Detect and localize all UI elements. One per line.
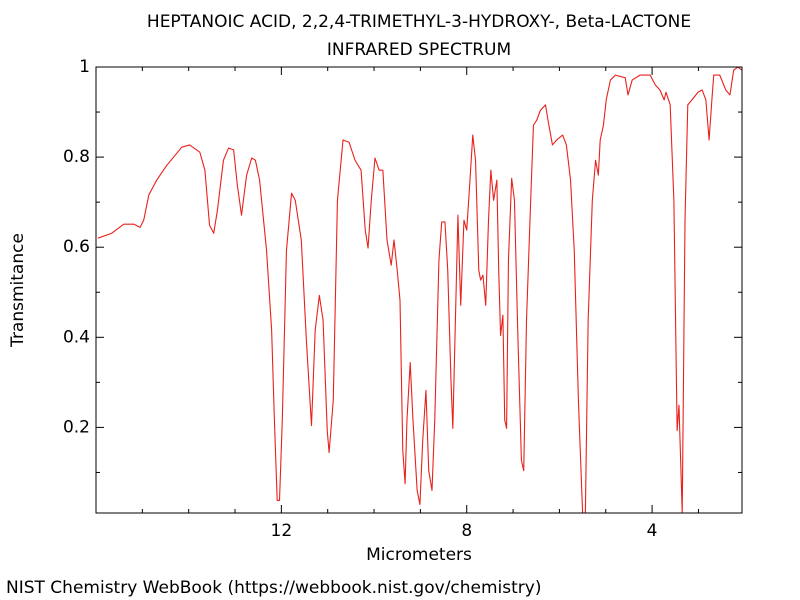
y-tick-label: 0.2 xyxy=(63,417,90,437)
y-axis-label: Transmitance xyxy=(8,233,28,348)
source-note: NIST Chemistry WebBook (https://webbook.… xyxy=(6,578,541,598)
spectrum-line xyxy=(97,67,742,513)
plot-frame xyxy=(95,66,743,514)
y-tick-label: 0.6 xyxy=(63,237,90,257)
x-tick-label: 4 xyxy=(647,521,658,541)
chart-subtitle: INFRARED SPECTRUM xyxy=(327,40,511,60)
y-tick-label: 0.4 xyxy=(63,327,90,347)
x-tick-label: 8 xyxy=(461,521,472,541)
x-tick-label: 12 xyxy=(271,521,293,541)
y-tick-label: 1 xyxy=(79,57,90,77)
y-tick-label: 0.8 xyxy=(63,147,90,167)
chart-title: HEPTANOIC ACID, 2,2,4-TRIMETHYL-3-HYDROX… xyxy=(147,12,691,32)
x-axis-label: Micrometers xyxy=(366,545,472,565)
